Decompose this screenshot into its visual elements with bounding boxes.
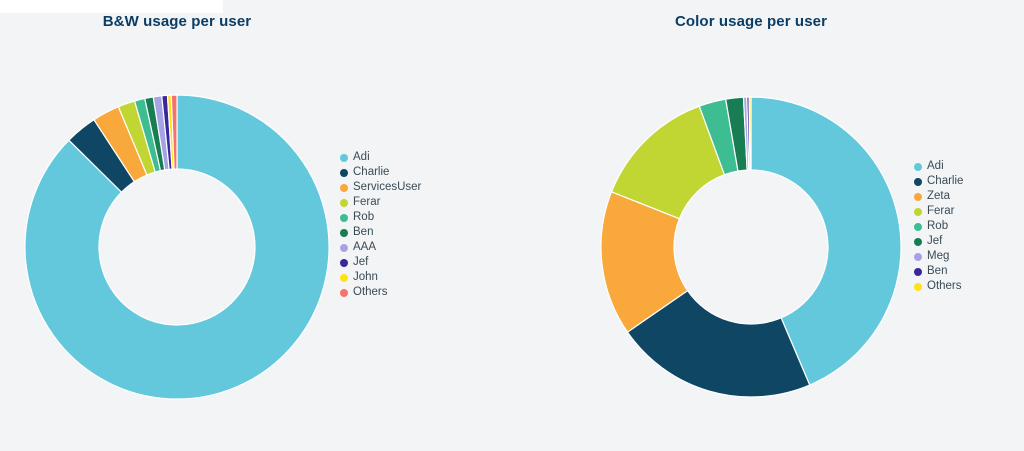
donut-slice-adi[interactable] bbox=[750, 96, 902, 386]
legend-item-rob: Rob bbox=[340, 210, 421, 225]
bw-donut-chart bbox=[24, 94, 330, 400]
legend-item-john: John bbox=[340, 270, 421, 285]
legend-item-ben: Ben bbox=[340, 225, 421, 240]
legend-label: Ben bbox=[927, 265, 948, 277]
white-strip bbox=[0, 0, 223, 13]
donut-slice-charlie[interactable] bbox=[626, 290, 811, 398]
legend-label: Others bbox=[353, 286, 388, 298]
legend-marker bbox=[914, 162, 922, 171]
legend-label: Jef bbox=[353, 256, 369, 268]
legend-marker bbox=[340, 288, 348, 297]
legend-marker bbox=[340, 213, 348, 222]
legend-marker bbox=[914, 222, 922, 231]
legend-item-aaa: AAA bbox=[340, 240, 421, 255]
legend-label: Rob bbox=[353, 211, 375, 223]
legend-marker bbox=[340, 273, 348, 282]
legend-item-charlie: Charlie bbox=[914, 174, 963, 189]
legend-label: ServicesUser bbox=[353, 181, 422, 193]
legend-marker bbox=[914, 237, 922, 246]
legend-label: Charlie bbox=[353, 166, 390, 178]
legend-marker bbox=[914, 192, 922, 201]
legend-label: Meg bbox=[927, 250, 950, 262]
legend-marker bbox=[340, 228, 348, 237]
legend-item-others: Others bbox=[914, 279, 963, 294]
legend-item-meg: Meg bbox=[914, 249, 963, 264]
bw-chart-title: B&W usage per user bbox=[102, 13, 252, 30]
legend-marker bbox=[340, 198, 348, 207]
legend-label: Jef bbox=[927, 235, 943, 247]
legend-item-others: Others bbox=[340, 285, 421, 300]
color-chart-title: Color usage per user bbox=[674, 13, 828, 30]
donut-slice-others[interactable] bbox=[170, 94, 178, 170]
legend-item-servicesuser: ServicesUser bbox=[340, 180, 421, 195]
legend-item-jef: Jef bbox=[340, 255, 421, 270]
bw-chart-legend: Adi Charlie ServicesUser Ferar Rob Ben AAA Jef J… bbox=[340, 150, 421, 300]
legend-marker bbox=[914, 177, 922, 186]
legend-item-ben: Ben bbox=[914, 264, 963, 279]
donut-slice-others[interactable] bbox=[748, 96, 752, 171]
legend-label: Rob bbox=[927, 220, 949, 232]
legend-label: John bbox=[353, 271, 378, 283]
legend-label: Adi bbox=[927, 160, 944, 172]
legend-item-zeta: Zeta bbox=[914, 189, 963, 204]
legend-label: Others bbox=[927, 280, 962, 292]
color-donut-chart bbox=[600, 96, 902, 398]
legend-marker bbox=[340, 168, 348, 177]
legend-marker bbox=[914, 207, 922, 216]
legend-label: Adi bbox=[353, 151, 370, 163]
legend-label: Charlie bbox=[927, 175, 964, 187]
legend-item-adi: Adi bbox=[914, 159, 963, 174]
legend-marker bbox=[340, 258, 348, 267]
legend-item-jef: Jef bbox=[914, 234, 963, 249]
legend-marker bbox=[340, 243, 348, 252]
legend-label: AAA bbox=[353, 241, 377, 253]
legend-marker bbox=[914, 282, 922, 291]
legend-item-charlie: Charlie bbox=[340, 165, 421, 180]
donut-slice-adi[interactable] bbox=[24, 94, 330, 400]
legend-label: Ferar bbox=[927, 205, 955, 217]
legend-marker bbox=[340, 183, 348, 192]
legend-marker bbox=[340, 153, 348, 162]
legend-item-adi: Adi bbox=[340, 150, 421, 165]
color-chart-legend: Adi Charlie Zeta Ferar Rob Jef Meg Ben Others bbox=[914, 159, 963, 294]
legend-item-rob: Rob bbox=[914, 219, 963, 234]
legend-marker bbox=[914, 252, 922, 261]
legend-label: Ben bbox=[353, 226, 374, 238]
legend-label: Ferar bbox=[353, 196, 381, 208]
legend-item-ferar: Ferar bbox=[914, 204, 963, 219]
legend-label: Zeta bbox=[927, 190, 951, 202]
legend-marker bbox=[914, 267, 922, 276]
legend-item-ferar: Ferar bbox=[340, 195, 421, 210]
